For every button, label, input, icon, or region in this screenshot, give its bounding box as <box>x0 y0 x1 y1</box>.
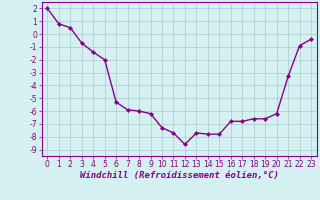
X-axis label: Windchill (Refroidissement éolien,°C): Windchill (Refroidissement éolien,°C) <box>80 171 279 180</box>
